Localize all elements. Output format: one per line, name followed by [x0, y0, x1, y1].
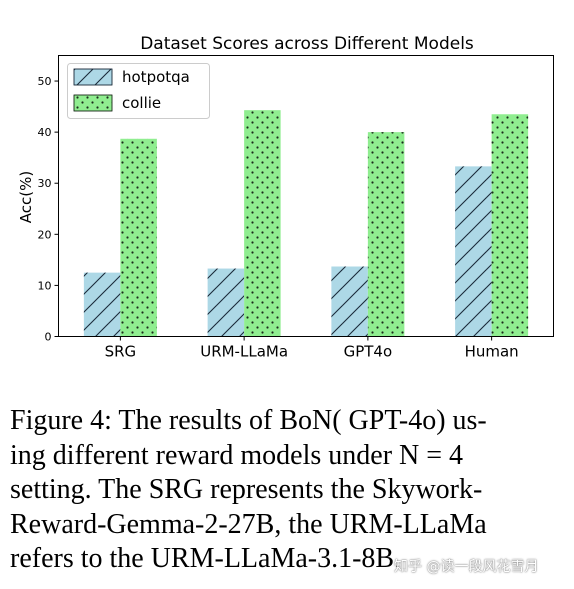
- bar-hatch-hotpotqa-human: [455, 166, 492, 337]
- legend-label-hotpotqa: hotpotqa: [122, 68, 190, 86]
- y-axis: 0 10 20 30 40 50: [38, 75, 59, 344]
- x-category-label: URM-LLaMa: [200, 343, 288, 361]
- legend-swatch-hatch-hotpotqa: [73, 68, 113, 86]
- bar-hatch-collie-human: [491, 114, 529, 337]
- y-tick-label: 50: [38, 75, 52, 88]
- caption-line: Reward-Gemma-2-27B, the URM-LLaMa: [10, 508, 487, 540]
- legend-label-collie: collie: [122, 94, 161, 112]
- caption-line: refers to the URM-LLaMa-3.1-8B.: [10, 543, 402, 574]
- caption-line: ing different reward models under N = 4: [10, 439, 464, 471]
- y-tick-label: 0: [45, 331, 52, 344]
- y-tick-label: 10: [38, 279, 52, 292]
- legend-swatch-hatch-collie: [73, 94, 113, 112]
- chart-title: Dataset Scores across Different Models: [140, 34, 474, 54]
- bar-chart: Dataset Scores across Different Models A…: [17, 34, 554, 361]
- x-category-label: Human: [465, 343, 519, 361]
- y-axis-label: Acc(%): [17, 171, 35, 223]
- plot-frame: [58, 55, 554, 337]
- bar-hatch-hotpotqa-gpt4o: [331, 266, 368, 337]
- watermark: 知乎 @读一段风花雪月: [394, 559, 539, 575]
- caption-line: setting. The SRG represents the Skywork-: [10, 474, 483, 505]
- legend: hotpotqa collie: [67, 63, 210, 119]
- x-axis: SRG URM-LLaMa GPT4o Human: [105, 336, 519, 361]
- bar-hatch-hotpotqa-urm-llama: [207, 268, 245, 337]
- x-category-label: GPT4o: [344, 343, 393, 361]
- bar-hatch-collie-srg: [120, 138, 157, 337]
- bar-hatch-collie-urm-llama: [244, 110, 281, 337]
- bars: [83, 110, 529, 337]
- y-tick-label: 30: [38, 177, 52, 190]
- caption-line: Figure 4: The results of BoN( GPT-4o) us…: [10, 405, 487, 436]
- y-tick-label: 40: [38, 126, 52, 139]
- y-tick-label: 20: [38, 228, 52, 241]
- figure-caption: Figure 4: The results of BoN( GPT-4o) us…: [10, 404, 562, 577]
- bar-hatch-collie-gpt4o: [367, 132, 405, 337]
- x-category-label: SRG: [105, 343, 137, 361]
- bar-hatch-hotpotqa-srg: [83, 272, 121, 337]
